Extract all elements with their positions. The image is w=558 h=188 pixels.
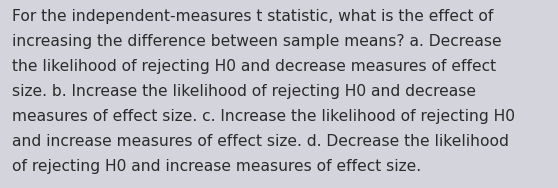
Text: increasing the difference between sample means?​ a. Decrease: increasing the difference between sample…: [12, 34, 502, 49]
Text: measures of effect size. c. Increase the likelihood of rejecting H0: measures of effect size. c. Increase the…: [12, 109, 515, 124]
Text: of rejecting H0 and increase measures of effect size.: of rejecting H0 and increase measures of…: [12, 159, 421, 174]
Text: For the independent-measures t statistic, what is the effect of: For the independent-measures t statistic…: [12, 9, 494, 24]
Text: and increase measures of effect size. d. Decrease the likelihood: and increase measures of effect size. d.…: [12, 134, 509, 149]
Text: size.​ b. Increase the likelihood of rejecting H0 and decrease: size.​ b. Increase the likelihood of rej…: [12, 84, 477, 99]
Text: the likelihood of rejecting H0 and decrease measures of effect: the likelihood of rejecting H0 and decre…: [12, 59, 497, 74]
